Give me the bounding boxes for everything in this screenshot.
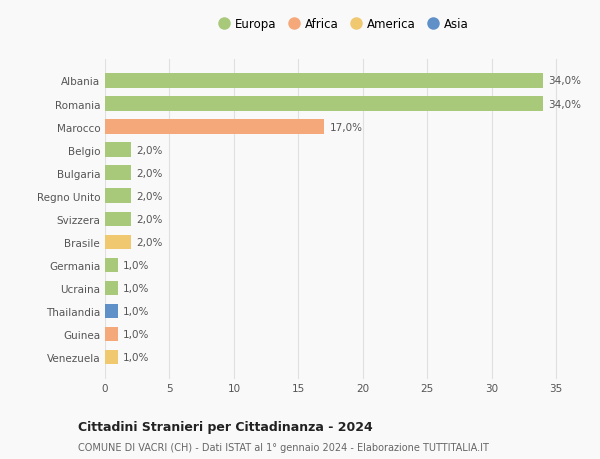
Bar — [105, 350, 118, 364]
Bar — [105, 258, 118, 272]
Bar — [105, 74, 544, 89]
Text: 2,0%: 2,0% — [136, 214, 163, 224]
Legend: Europa, Africa, America, Asia: Europa, Africa, America, Asia — [218, 18, 469, 31]
Bar — [105, 235, 131, 249]
Bar — [105, 304, 118, 318]
Text: 2,0%: 2,0% — [136, 191, 163, 201]
Bar — [105, 97, 544, 112]
Text: 17,0%: 17,0% — [329, 122, 362, 132]
Text: 1,0%: 1,0% — [123, 352, 149, 362]
Bar — [105, 166, 131, 180]
Text: 1,0%: 1,0% — [123, 329, 149, 339]
Bar — [105, 327, 118, 341]
Bar — [105, 120, 324, 134]
Text: Cittadini Stranieri per Cittadinanza - 2024: Cittadini Stranieri per Cittadinanza - 2… — [78, 420, 373, 433]
Bar — [105, 281, 118, 295]
Text: 1,0%: 1,0% — [123, 283, 149, 293]
Text: 34,0%: 34,0% — [548, 99, 581, 109]
Text: 34,0%: 34,0% — [548, 76, 581, 86]
Bar — [105, 189, 131, 203]
Bar — [105, 212, 131, 226]
Bar — [105, 143, 131, 157]
Text: 1,0%: 1,0% — [123, 306, 149, 316]
Text: 2,0%: 2,0% — [136, 145, 163, 155]
Text: 2,0%: 2,0% — [136, 168, 163, 178]
Text: 2,0%: 2,0% — [136, 237, 163, 247]
Text: 1,0%: 1,0% — [123, 260, 149, 270]
Text: COMUNE DI VACRI (CH) - Dati ISTAT al 1° gennaio 2024 - Elaborazione TUTTITALIA.I: COMUNE DI VACRI (CH) - Dati ISTAT al 1° … — [78, 442, 489, 452]
